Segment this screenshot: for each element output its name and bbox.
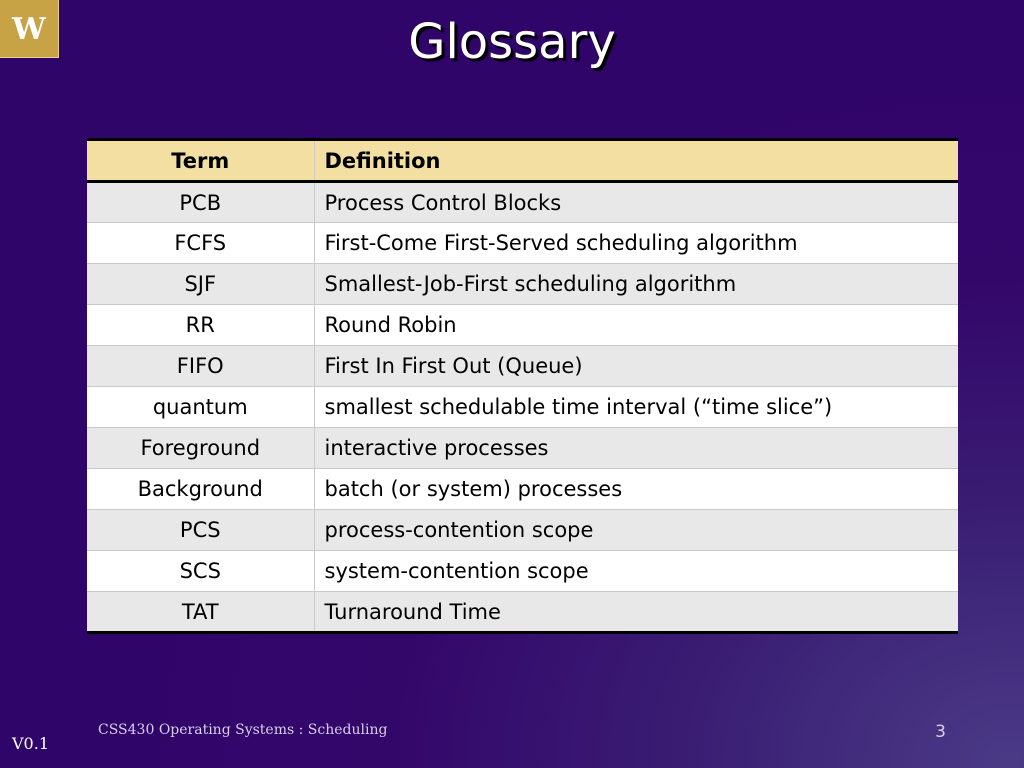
term-cell: Foreground [87,427,315,469]
table-row: SJF Smallest-Job-First scheduling algori… [87,263,958,305]
footer-course-title: CSS430 Operating Systems : Scheduling [98,722,388,738]
definition-cell: Smallest-Job-First scheduling algorithm [314,263,958,305]
uw-w-logo-icon: W [11,14,47,44]
header-term: Term [87,139,315,183]
term-cell: quantum [87,386,315,428]
term-cell: TAT [87,591,315,633]
table-row: RR Round Robin [87,304,958,346]
table-row: Background batch (or system) processes [87,468,958,510]
term-cell: PCB [87,181,315,223]
table-row: FCFS First-Come First-Served scheduling … [87,222,958,264]
definition-cell: First-Come First-Served scheduling algor… [314,222,958,264]
table-row: Foreground interactive processes [87,427,958,469]
term-cell: SCS [87,550,315,592]
logo-letter: W [11,14,47,44]
term-cell: SJF [87,263,315,305]
slide-number: 3 [935,722,946,742]
definition-cell: smallest schedulable time interval (“tim… [314,386,958,428]
table-row: TAT Turnaround Time [87,591,958,633]
term-cell: Background [87,468,315,510]
term-cell: FIFO [87,345,315,387]
term-cell: RR [87,304,315,346]
definition-cell: batch (or system) processes [314,468,958,510]
table-row: PCB Process Control Blocks [87,181,958,223]
definition-cell: Process Control Blocks [314,181,958,223]
table-row: FIFO First In First Out (Queue) [87,345,958,387]
definition-cell: process-contention scope [314,509,958,551]
slide-title: Glossary [408,14,616,70]
definition-cell: First In First Out (Queue) [314,345,958,387]
uw-logo: W [0,0,59,58]
table-row: quantum smallest schedulable time interv… [87,386,958,428]
table-header-row: Term Definition [87,139,958,183]
term-cell: PCS [87,509,315,551]
footer-version: V0.1 [12,734,49,753]
table-row: SCS system-contention scope [87,550,958,592]
definition-cell: system-contention scope [314,550,958,592]
definition-cell: Round Robin [314,304,958,346]
header-definition: Definition [314,139,958,183]
definition-cell: Turnaround Time [314,591,958,633]
table-row: PCS process-contention scope [87,509,958,551]
glossary-table: Term Definition PCB Process Control Bloc… [87,138,958,634]
term-cell: FCFS [87,222,315,264]
definition-cell: interactive processes [314,427,958,469]
